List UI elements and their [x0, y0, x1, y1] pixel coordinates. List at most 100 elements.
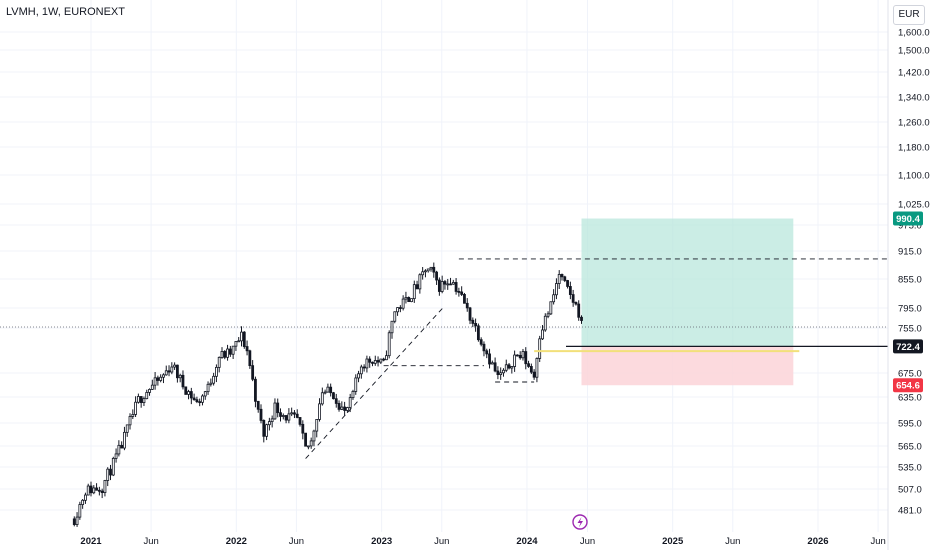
stop-price-tag: 654.6: [893, 378, 923, 393]
candle: [153, 372, 157, 390]
candle: [368, 356, 372, 368]
price-tick-label: 507.0: [898, 485, 922, 496]
candle: [485, 348, 489, 359]
profit-zone[interactable]: [581, 218, 794, 347]
candle: [156, 375, 160, 386]
candle: [265, 423, 268, 441]
candle: [376, 356, 380, 367]
candle: [412, 280, 416, 303]
candle: [465, 298, 469, 312]
candle: [393, 311, 397, 324]
candle: [329, 383, 333, 397]
candle: [315, 419, 319, 438]
candle: [373, 355, 377, 366]
candle: [284, 415, 288, 424]
candle: [184, 386, 188, 395]
candle: [195, 396, 199, 404]
svg-text:990.4: 990.4: [896, 214, 920, 225]
candle: [346, 406, 349, 413]
candle: [410, 298, 413, 303]
candle: [106, 467, 110, 487]
candle: [387, 330, 391, 359]
candle: [164, 365, 168, 376]
price-tick-label: 1,600.0: [898, 28, 930, 39]
candle: [340, 401, 344, 411]
time-tick-label: 2025: [662, 536, 684, 547]
price-axis[interactable]: 1,600.0 1,500.0 1,420.0 1,340.0 1,260.0 1,180…: [898, 28, 930, 517]
dashed-trend-line[interactable]: [305, 305, 446, 459]
price-tick-label: 1,025.0: [898, 200, 930, 211]
candle: [293, 410, 296, 419]
candle: [162, 373, 165, 384]
candle: [304, 432, 307, 447]
candle: [460, 286, 464, 296]
candle: [175, 364, 179, 383]
candle: [535, 357, 539, 383]
candle: [290, 407, 294, 417]
candle: [256, 400, 260, 413]
time-tick-label: Jun: [289, 536, 304, 547]
candle: [323, 389, 327, 395]
candle: [173, 362, 177, 370]
price-tick-label: 915.0: [898, 247, 922, 258]
price-tick-label: 1,340.0: [898, 93, 930, 104]
candle: [580, 315, 583, 324]
candle: [488, 348, 491, 369]
candle: [507, 363, 511, 370]
candle: [318, 398, 321, 422]
price-tick-label: 1,500.0: [898, 46, 930, 57]
candle: [390, 320, 394, 339]
candle: [499, 367, 503, 380]
candle: [97, 486, 101, 496]
candle: [248, 349, 252, 369]
candle: [320, 387, 324, 406]
candle: [231, 345, 235, 359]
price-tick-label: 481.0: [898, 506, 922, 517]
candle: [134, 396, 137, 418]
candle: [276, 398, 280, 418]
time-axis[interactable]: 2021 Jun 2022 Jun 2023 Jun 2024 Jun 2025 Jun 2026 J…: [80, 536, 885, 547]
candle: [516, 354, 519, 357]
price-tick-label: 635.0: [898, 393, 922, 404]
candle: [490, 360, 494, 365]
candle: [563, 275, 567, 283]
candle: [81, 498, 85, 509]
price-tick-label: 795.0: [898, 304, 922, 315]
candle: [493, 357, 497, 373]
candle: [220, 347, 224, 359]
candle: [298, 417, 302, 427]
loss-zone[interactable]: [581, 346, 794, 386]
candle: [457, 287, 461, 297]
candle: [482, 341, 486, 357]
candle: [529, 363, 533, 375]
candle: [287, 408, 291, 424]
currency-button[interactable]: EUR: [893, 5, 925, 25]
candle: [371, 361, 374, 367]
candle: [92, 485, 96, 495]
candle: [468, 306, 472, 325]
time-tick-label: Jun: [143, 536, 158, 547]
candle: [148, 388, 151, 396]
candle: [421, 267, 425, 280]
candle: [131, 409, 135, 420]
candle: [557, 270, 561, 289]
drawings: [0, 258, 891, 459]
candle: [437, 277, 441, 296]
candle: [215, 364, 218, 383]
svg-text:722.4: 722.4: [896, 342, 920, 353]
candle: [245, 340, 249, 356]
candle: [474, 318, 478, 332]
candle: [560, 273, 564, 281]
candle: [228, 345, 232, 357]
candle: [223, 350, 227, 360]
time-tick-label: 2023: [371, 536, 392, 547]
time-tick-label: 2024: [516, 536, 538, 547]
candle: [362, 364, 366, 372]
event-icon[interactable]: [572, 514, 588, 530]
candle: [86, 483, 90, 496]
candle: [435, 270, 438, 285]
candle: [385, 350, 388, 361]
candle: [538, 335, 542, 363]
candle: [187, 389, 190, 400]
